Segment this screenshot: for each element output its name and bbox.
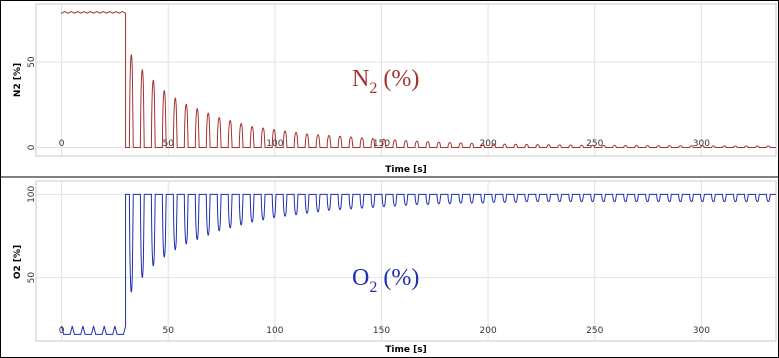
n2-x-ticks: 0 50 100 150 200 250 300 <box>59 139 710 149</box>
o2-x-tick-label: 300 <box>693 326 710 336</box>
n2-plot-frame <box>35 3 777 157</box>
o2-panel: 0 50 100 150 200 250 300 50 100 Time [s] O2 [%]… <box>13 180 777 355</box>
o2-x-tick-label: 200 <box>480 326 497 336</box>
o2-annotation: O2 (%) <box>352 265 419 296</box>
o2-x-tick-label: 50 <box>162 326 174 336</box>
o2-x-ticks: 0 50 100 150 200 250 300 <box>59 326 710 336</box>
n2-y-tick-label: 50 <box>27 56 37 68</box>
o2-x-tick-label: 250 <box>586 326 603 336</box>
o2-y-axis-label: O2 [%] <box>13 245 23 279</box>
o2-y-ticks: 50 100 <box>27 185 37 283</box>
o2-plot-frame <box>35 180 777 342</box>
n2-x-tick-label: 100 <box>266 139 283 149</box>
n2-x-tick-label: 300 <box>693 139 710 149</box>
n2-x-axis-label: Time [s] <box>385 165 426 175</box>
n2-x-tick-label: 0 <box>59 139 65 149</box>
n2-annotation: N2 (%) <box>352 66 419 97</box>
n2-y-ticks: 0 50 <box>27 56 37 150</box>
n2-y-tick-label: 0 <box>27 144 37 150</box>
o2-x-tick-label: 100 <box>266 326 283 336</box>
n2-series-line <box>61 10 776 148</box>
o2-x-tick-label: 150 <box>373 326 390 336</box>
n2-x-tick-label: 50 <box>162 139 174 149</box>
o2-x-tick-label: 0 <box>59 326 65 336</box>
n2-x-tick-label: 200 <box>480 139 497 149</box>
o2-y-tick-label: 50 <box>27 272 37 284</box>
o2-x-axis-label: Time [s] <box>385 345 426 355</box>
n2-x-tick-label: 150 <box>373 139 390 149</box>
n2-y-axis-label: N2 [%] <box>13 63 23 97</box>
o2-series-line <box>61 193 776 335</box>
o2-y-tick-label: 100 <box>27 185 37 202</box>
n2-x-tick-label: 250 <box>586 139 603 149</box>
n2-panel: 0 50 100 150 200 250 300 0 50 Time [s] N2 [%] N… <box>13 3 777 175</box>
